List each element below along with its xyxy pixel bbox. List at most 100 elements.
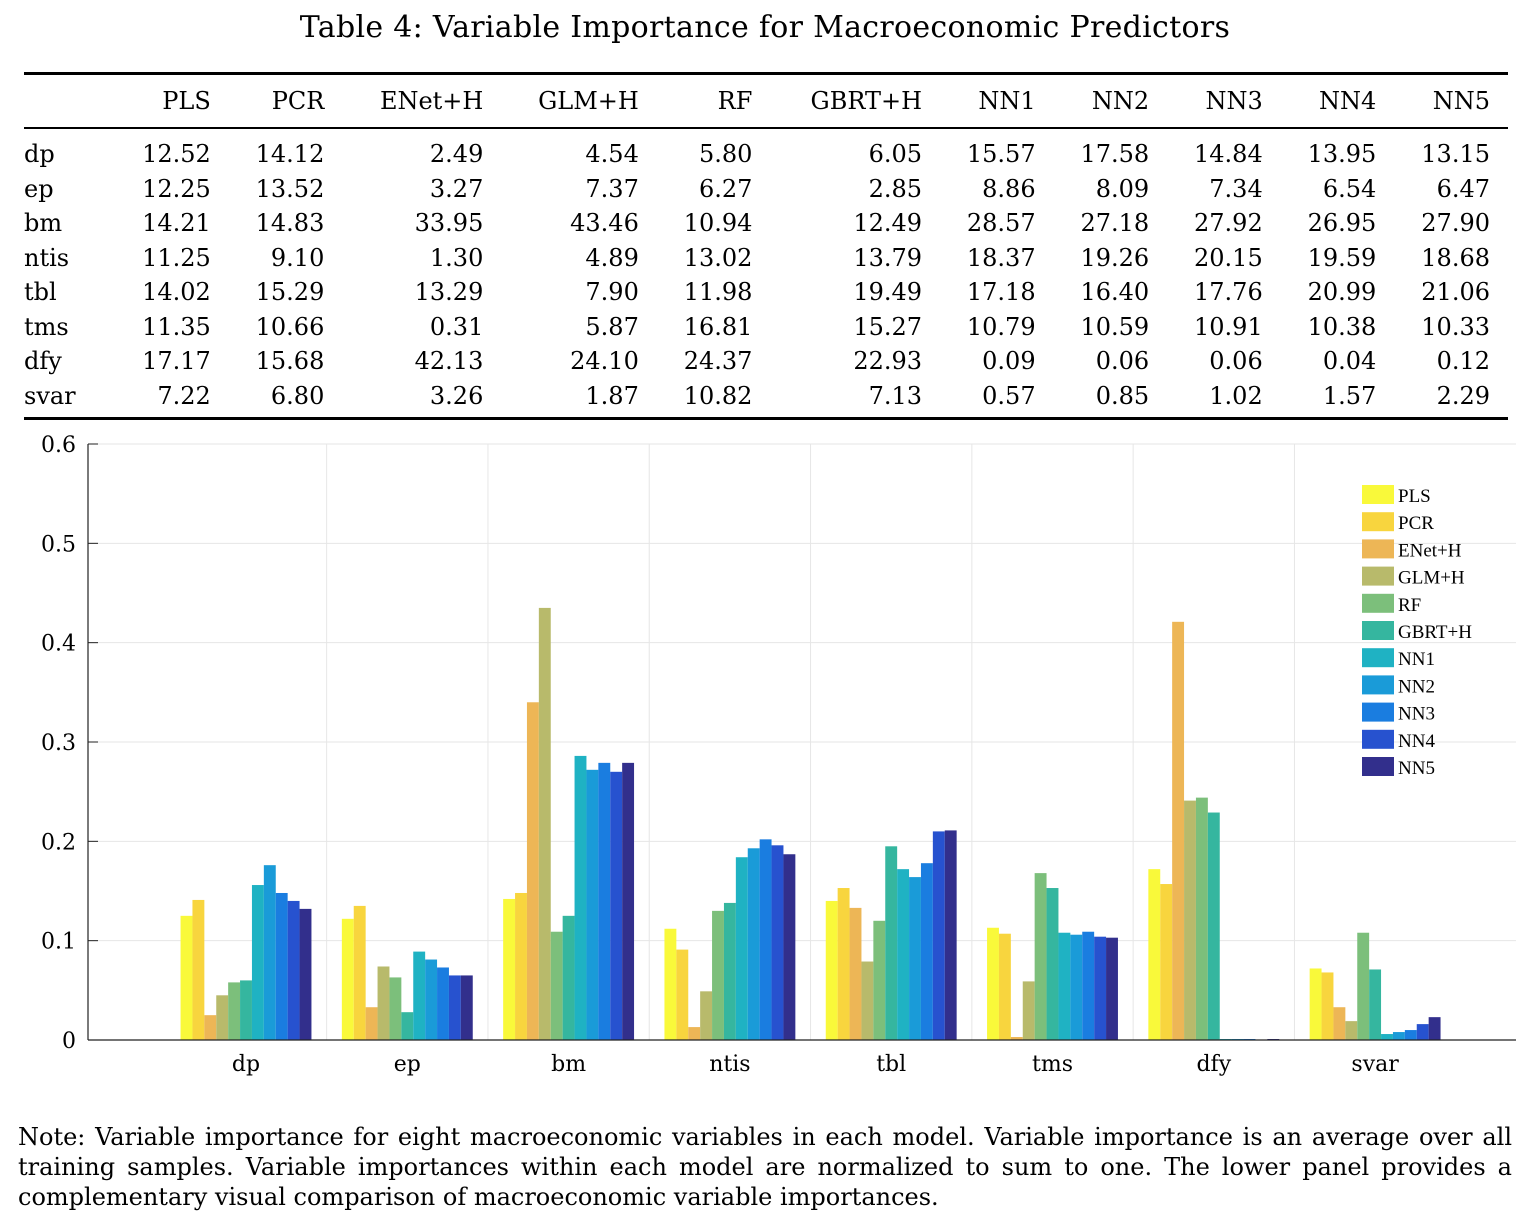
bar-pls	[664, 928, 677, 1040]
table-cell: 42.13	[414, 347, 484, 376]
table-title: Table 4: Variable Importance for Macroec…	[299, 10, 1231, 45]
bar-pcr	[515, 892, 527, 1040]
bar-rf	[1034, 873, 1047, 1040]
row-label: tbl	[24, 278, 57, 307]
bar-rf	[550, 931, 563, 1040]
bar-nn1	[1058, 932, 1071, 1040]
legend-swatch	[1362, 729, 1394, 749]
legend-label: NN5	[1398, 758, 1435, 779]
table-cell: 24.10	[570, 347, 639, 376]
table-cell: 0.04	[1322, 347, 1377, 376]
bar-nn4	[932, 831, 945, 1040]
y-tick-label: 0.3	[41, 731, 76, 756]
column-header: GBRT+H	[770, 72, 941, 129]
table-cell: 19.59	[1307, 243, 1377, 272]
table-cell: 12.25	[142, 174, 211, 203]
table-cell: 27.90	[1421, 209, 1490, 238]
table-cell: 19.49	[853, 278, 923, 307]
bar-pcr	[1321, 972, 1334, 1040]
bar-nn5	[460, 975, 473, 1040]
bar-enet-h	[1333, 1007, 1346, 1040]
x-tick-label: ntis	[709, 1052, 750, 1077]
table-cell: 11.25	[142, 243, 211, 272]
bar-pls	[1309, 968, 1322, 1040]
table-cell: 1.57	[1280, 378, 1395, 420]
column-header: ENet+H	[342, 72, 502, 129]
table-cell: 13.79	[853, 243, 923, 272]
table-cell: 19.26	[1080, 243, 1150, 272]
y-tick-label: 0.2	[41, 830, 76, 855]
bar-glm-h	[1184, 800, 1196, 1040]
bar-glm-h	[1022, 981, 1035, 1040]
bar-enet-h	[688, 1027, 701, 1040]
table-cell: 7.90	[585, 278, 639, 307]
legend-label: NN1	[1398, 649, 1435, 670]
bar-nn2	[586, 769, 599, 1040]
bar-enet-h	[849, 907, 862, 1040]
bar-nn1	[251, 885, 264, 1040]
bar-nn3	[275, 892, 288, 1040]
table-cell: 43.46	[570, 209, 639, 238]
legend-label: ENet+H	[1398, 540, 1462, 561]
table-cell: 4.54	[585, 140, 639, 169]
bar-pcr	[353, 905, 366, 1040]
y-tick-label: 0.6	[41, 433, 76, 458]
table-cell: 9.10	[270, 243, 325, 272]
column-header: GLM+H	[501, 72, 657, 129]
table-cell: 1.30	[429, 243, 484, 272]
bar-pls	[987, 927, 999, 1040]
bar-enet-h	[365, 1007, 378, 1040]
table-row: tbl 14.02 15.29 13.29 7.90 11.98 19.49 17.18 16.…	[24, 275, 1508, 310]
bar-nn2	[1070, 934, 1083, 1040]
bar-gbrt-h	[885, 846, 898, 1040]
bar-enet-h	[1172, 621, 1185, 1040]
legend-label: PCR	[1398, 513, 1434, 534]
table-cell: 0.57	[940, 378, 1054, 420]
bar-pcr	[676, 949, 689, 1040]
table-cell: 15.29	[255, 278, 325, 307]
legend-swatch	[1362, 621, 1394, 640]
table-cell: 0.06	[1209, 347, 1263, 376]
table-cell: 16.81	[683, 312, 753, 341]
column-header: PLS	[115, 72, 229, 129]
row-label: bm	[24, 209, 63, 238]
column-header: NN1	[940, 72, 1054, 129]
table-row: ntis 11.25 9.10 1.30 4.89 13.02 13.79 18.37 19.2…	[24, 241, 1508, 276]
table-cell: 27.18	[1080, 209, 1150, 238]
row-label: dfy	[24, 347, 62, 376]
y-tick-label: 0.5	[41, 532, 76, 557]
table-cell: 20.15	[1194, 243, 1263, 272]
bar-gbrt-h	[1369, 969, 1382, 1040]
table-note: Note: Variable importance for eight macr…	[18, 1123, 1512, 1211]
x-tick-label: dfy	[1196, 1052, 1231, 1077]
legend-label: GBRT+H	[1398, 622, 1472, 643]
table-cell: 2.85	[868, 174, 923, 203]
table-cell: 7.13	[770, 378, 941, 420]
legend-swatch	[1362, 512, 1394, 532]
legend-swatch	[1362, 702, 1394, 722]
bar-nn5	[1428, 1017, 1441, 1040]
bar-nn2	[425, 959, 438, 1040]
legend-label: NN3	[1398, 704, 1435, 725]
bar-gbrt-h	[562, 915, 575, 1040]
legend-swatch	[1362, 675, 1394, 695]
y-tick-label: 0.1	[41, 930, 76, 955]
table-cell: 7.37	[585, 174, 639, 203]
column-header: NN2	[1053, 72, 1168, 129]
bar-nn5	[622, 762, 635, 1040]
table-cell: 17.58	[1080, 140, 1150, 169]
legend-label: PLS	[1398, 486, 1431, 507]
table-cell: 10.38	[1307, 312, 1377, 341]
table-cell: 17.76	[1194, 278, 1263, 307]
table-cell: 15.57	[966, 140, 1036, 169]
table-cell: 22.93	[853, 347, 923, 376]
table-cell: 16.40	[1080, 278, 1150, 307]
table-cell: 1.02	[1167, 378, 1281, 420]
bar-enet-h	[1010, 1037, 1023, 1040]
bar-nn3	[920, 863, 933, 1040]
row-label: dp	[24, 140, 55, 169]
table-cell: 0.85	[1053, 378, 1168, 420]
bar-pls	[503, 898, 516, 1040]
bar-nn5	[783, 854, 796, 1040]
bar-glm-h	[700, 991, 713, 1040]
